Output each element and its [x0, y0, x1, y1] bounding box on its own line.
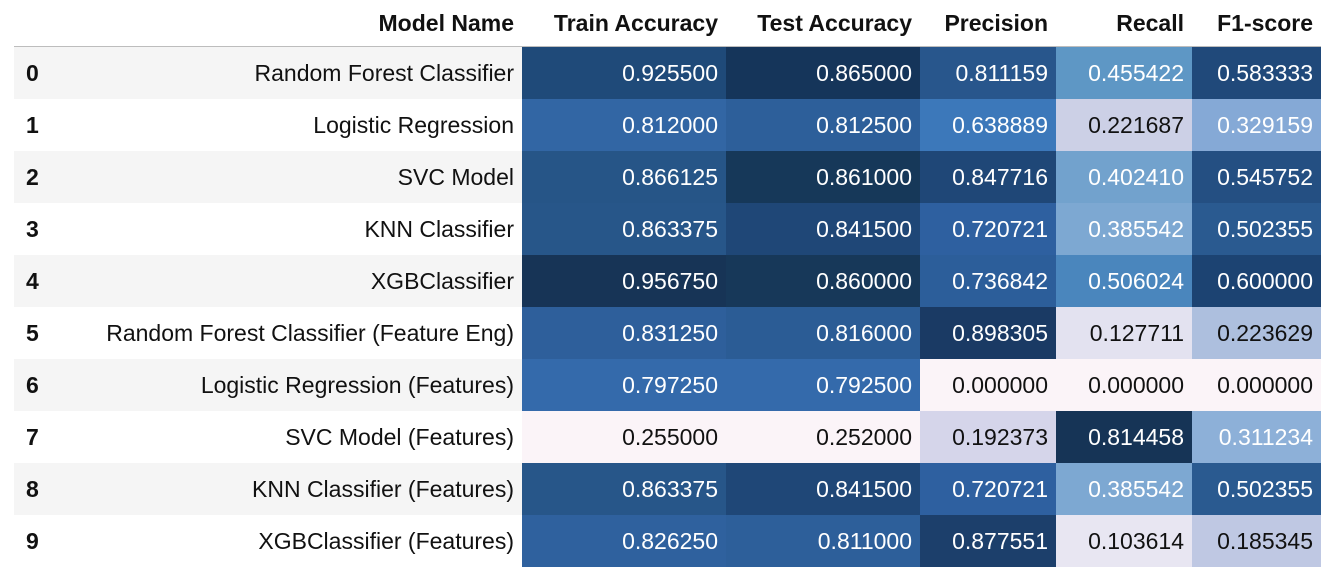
train-accuracy-cell: 0.255000: [522, 411, 726, 463]
precision-cell: 0.720721: [920, 463, 1056, 515]
precision-cell: 0.877551: [920, 515, 1056, 567]
recall-cell: 0.506024: [1056, 255, 1192, 307]
f1-score-cell: 0.583333: [1192, 46, 1321, 99]
row-index: 8: [14, 463, 62, 515]
precision-cell: 0.192373: [920, 411, 1056, 463]
recall-cell: 0.221687: [1056, 99, 1192, 151]
row-index: 3: [14, 203, 62, 255]
header-row: Model Name Train Accuracy Test Accuracy …: [14, 0, 1321, 47]
test-accuracy-cell: 0.861000: [726, 151, 920, 203]
model-name-cell: KNN Classifier (Features): [62, 463, 522, 515]
precision-cell: 0.720721: [920, 203, 1056, 255]
row-index: 9: [14, 515, 62, 567]
f1-score-cell: 0.545752: [1192, 151, 1321, 203]
row-index: 2: [14, 151, 62, 203]
f1-score-cell: 0.000000: [1192, 359, 1321, 411]
table-row: 0 Random Forest Classifier 0.925500 0.86500…: [14, 46, 1321, 99]
table-row: 8 KNN Classifier (Features) 0.863375 0.8415…: [14, 463, 1321, 515]
test-accuracy-cell: 0.812500: [726, 99, 920, 151]
header-model-name: Model Name: [62, 0, 522, 47]
recall-cell: 0.402410: [1056, 151, 1192, 203]
row-index: 5: [14, 307, 62, 359]
precision-cell: 0.000000: [920, 359, 1056, 411]
test-accuracy-cell: 0.816000: [726, 307, 920, 359]
train-accuracy-cell: 0.797250: [522, 359, 726, 411]
f1-score-cell: 0.502355: [1192, 203, 1321, 255]
recall-cell: 0.385542: [1056, 203, 1192, 255]
precision-cell: 0.736842: [920, 255, 1056, 307]
recall-cell: 0.127711: [1056, 307, 1192, 359]
recall-cell: 0.455422: [1056, 46, 1192, 99]
f1-score-cell: 0.185345: [1192, 515, 1321, 567]
table-row: 4 XGBClassifier 0.956750 0.860000 0.736842 0.…: [14, 255, 1321, 307]
model-name-cell: Logistic Regression (Features): [62, 359, 522, 411]
table-row: 9 XGBClassifier (Features) 0.826250 0.81100…: [14, 515, 1321, 567]
recall-cell: 0.385542: [1056, 463, 1192, 515]
header-recall: Recall: [1056, 0, 1192, 47]
train-accuracy-cell: 0.812000: [522, 99, 726, 151]
test-accuracy-cell: 0.792500: [726, 359, 920, 411]
f1-score-cell: 0.502355: [1192, 463, 1321, 515]
row-index: 1: [14, 99, 62, 151]
table-row: 7 SVC Model (Features) 0.255000 0.252000 0.1…: [14, 411, 1321, 463]
header-f1-score: F1-score: [1192, 0, 1321, 47]
table-row: 6 Logistic Regression (Features) 0.797250 0…: [14, 359, 1321, 411]
test-accuracy-cell: 0.811000: [726, 515, 920, 567]
train-accuracy-cell: 0.925500: [522, 46, 726, 99]
f1-score-cell: 0.311234: [1192, 411, 1321, 463]
table-body: 0 Random Forest Classifier 0.925500 0.86500…: [14, 46, 1321, 567]
train-accuracy-cell: 0.826250: [522, 515, 726, 567]
precision-cell: 0.811159: [920, 46, 1056, 99]
recall-cell: 0.814458: [1056, 411, 1192, 463]
header-precision: Precision: [920, 0, 1056, 47]
precision-cell: 0.847716: [920, 151, 1056, 203]
table-row: 3 KNN Classifier 0.863375 0.841500 0.720721 0…: [14, 203, 1321, 255]
train-accuracy-cell: 0.863375: [522, 203, 726, 255]
row-index: 4: [14, 255, 62, 307]
model-name-cell: KNN Classifier: [62, 203, 522, 255]
row-index: 6: [14, 359, 62, 411]
header-train-accuracy: Train Accuracy: [522, 0, 726, 47]
train-accuracy-cell: 0.866125: [522, 151, 726, 203]
header-index: [14, 0, 62, 47]
table-row: 2 SVC Model 0.866125 0.861000 0.847716 0.4024…: [14, 151, 1321, 203]
test-accuracy-cell: 0.860000: [726, 255, 920, 307]
precision-cell: 0.638889: [920, 99, 1056, 151]
model-name-cell: Random Forest Classifier (Feature Eng): [62, 307, 522, 359]
model-name-cell: XGBClassifier: [62, 255, 522, 307]
model-name-cell: SVC Model: [62, 151, 522, 203]
model-name-cell: Logistic Regression: [62, 99, 522, 151]
model-comparison-table: Model Name Train Accuracy Test Accuracy …: [14, 0, 1321, 567]
test-accuracy-cell: 0.252000: [726, 411, 920, 463]
f1-score-cell: 0.600000: [1192, 255, 1321, 307]
model-name-cell: SVC Model (Features): [62, 411, 522, 463]
train-accuracy-cell: 0.831250: [522, 307, 726, 359]
f1-score-cell: 0.329159: [1192, 99, 1321, 151]
test-accuracy-cell: 0.865000: [726, 46, 920, 99]
table-header: Model Name Train Accuracy Test Accuracy …: [14, 0, 1321, 47]
test-accuracy-cell: 0.841500: [726, 463, 920, 515]
train-accuracy-cell: 0.863375: [522, 463, 726, 515]
recall-cell: 0.000000: [1056, 359, 1192, 411]
recall-cell: 0.103614: [1056, 515, 1192, 567]
train-accuracy-cell: 0.956750: [522, 255, 726, 307]
test-accuracy-cell: 0.841500: [726, 203, 920, 255]
row-index: 0: [14, 46, 62, 99]
model-name-cell: XGBClassifier (Features): [62, 515, 522, 567]
row-index: 7: [14, 411, 62, 463]
model-name-cell: Random Forest Classifier: [62, 46, 522, 99]
table-row: 1 Logistic Regression 0.812000 0.812500 0.63…: [14, 99, 1321, 151]
f1-score-cell: 0.223629: [1192, 307, 1321, 359]
table-row: 5 Random Forest Classifier (Feature Eng) 0…: [14, 307, 1321, 359]
precision-cell: 0.898305: [920, 307, 1056, 359]
header-test-accuracy: Test Accuracy: [726, 0, 920, 47]
